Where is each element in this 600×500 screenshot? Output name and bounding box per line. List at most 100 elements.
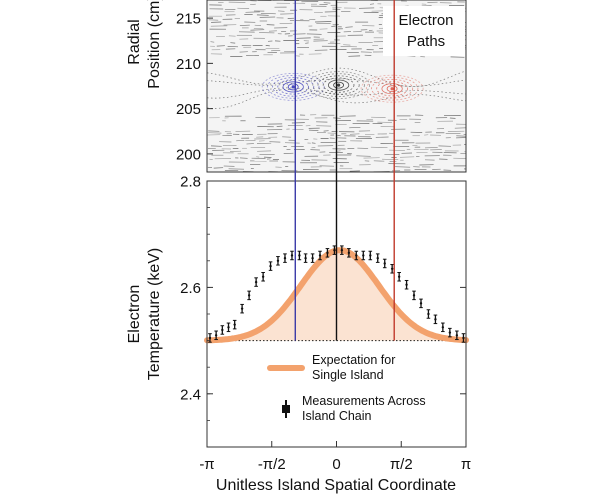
measurement-marker <box>441 326 445 329</box>
measurement-point <box>268 261 273 271</box>
measurement-marker <box>233 323 236 326</box>
path-trace <box>308 129 319 131</box>
legend-label-2a: Measurements Across <box>302 394 426 408</box>
x-tick-label: π/2 <box>390 456 413 473</box>
measurement-point <box>220 325 225 335</box>
path-trace <box>277 10 285 12</box>
measurement-point <box>290 250 294 261</box>
island-contour <box>287 83 299 91</box>
legend-marker-symbol <box>282 405 290 413</box>
path-trace <box>399 156 415 158</box>
island-contour <box>360 74 424 103</box>
measurement-point <box>340 245 344 255</box>
measurement-point <box>461 333 466 343</box>
measurement-marker <box>247 294 251 297</box>
measurement-marker <box>326 251 329 255</box>
island-contour <box>267 75 320 99</box>
poincare-y-ticks: 200 205 210 215 <box>176 11 213 163</box>
y-tick-label: 200 <box>176 146 201 163</box>
poincare-ylabel-line-2: Position (cm) <box>146 0 163 89</box>
separatrix-trace <box>206 89 467 109</box>
path-trace <box>271 49 281 52</box>
measurement-marker <box>412 294 416 297</box>
measurement-marker <box>419 302 423 305</box>
measurement-marker <box>455 334 459 337</box>
path-trace <box>250 29 265 31</box>
path-trace <box>314 21 332 23</box>
measurement-point <box>240 303 244 314</box>
measurement-marker <box>298 254 301 257</box>
measurement-marker <box>427 312 430 316</box>
island-contour <box>365 76 419 101</box>
measurement-point <box>390 264 394 274</box>
measurement-marker <box>240 307 244 310</box>
legend-label-1a: Expectation for <box>312 353 395 367</box>
measurement-marker <box>347 251 351 255</box>
measurement-marker <box>376 256 379 260</box>
island-contour <box>371 78 414 99</box>
x-tick-label: -π/2 <box>258 456 286 473</box>
measurement-point <box>412 290 416 301</box>
path-trace <box>370 146 388 149</box>
measurement-points <box>208 245 466 343</box>
path-trace <box>210 41 215 43</box>
measurement-point <box>448 327 452 338</box>
path-trace <box>349 126 361 129</box>
path-trace <box>239 24 250 26</box>
path-trace <box>424 147 438 149</box>
measurement-point <box>433 314 438 325</box>
measurement-point <box>361 250 366 261</box>
measurement-point <box>375 253 380 263</box>
measurement-point <box>283 253 287 263</box>
measurement-point <box>347 248 351 258</box>
island-center <box>390 87 394 91</box>
measurement-marker <box>290 254 294 257</box>
island-contour <box>312 73 365 97</box>
separatrix-trace <box>206 78 467 87</box>
measurement-marker <box>434 318 437 321</box>
legend-label-2b: Island Chain <box>302 409 372 423</box>
island-contour <box>381 83 403 95</box>
path-trace <box>323 2 331 4</box>
island-center <box>337 83 341 87</box>
measurement-point <box>254 277 258 287</box>
measurement-marker <box>221 328 224 332</box>
measurement-point <box>404 279 409 290</box>
island-contour <box>333 81 345 89</box>
island-contour <box>277 79 310 95</box>
path-trace <box>345 26 353 28</box>
island-center <box>291 85 295 89</box>
path-trace <box>381 158 399 161</box>
measurement-marker <box>362 254 365 257</box>
measurement-marker <box>369 254 372 257</box>
measurement-point <box>354 250 359 261</box>
measurement-point <box>310 253 315 263</box>
measurement-point <box>232 319 237 330</box>
measurement-marker <box>227 326 230 329</box>
measurement-point <box>382 258 387 269</box>
y-tick-label: 2.4 <box>180 386 201 403</box>
measurement-point <box>455 330 459 341</box>
y-tick-label: 2.6 <box>180 280 201 297</box>
measurement-marker <box>318 254 322 257</box>
path-trace <box>236 139 245 142</box>
measurement-marker <box>208 336 212 340</box>
path-trace <box>369 3 375 5</box>
y-tick-label: 2.8 <box>180 174 201 191</box>
measurement-marker <box>269 264 272 268</box>
measurement-marker <box>276 259 280 262</box>
path-trace <box>412 144 418 147</box>
temperature-ylabel-line-1: Electron <box>126 285 143 344</box>
vertical-markers <box>294 0 395 341</box>
measurement-marker <box>390 267 394 270</box>
measurement-point <box>426 309 431 319</box>
island-contour <box>282 81 304 93</box>
measurement-point <box>297 250 302 261</box>
measurement-point <box>325 248 330 258</box>
annotation-background <box>383 6 465 56</box>
measurement-marker <box>304 256 307 260</box>
x-tick-label: 0 <box>332 456 340 473</box>
path-trace <box>250 3 256 6</box>
measurement-point <box>303 253 308 263</box>
poincare-ylabel-line-1: Radial <box>126 19 143 64</box>
